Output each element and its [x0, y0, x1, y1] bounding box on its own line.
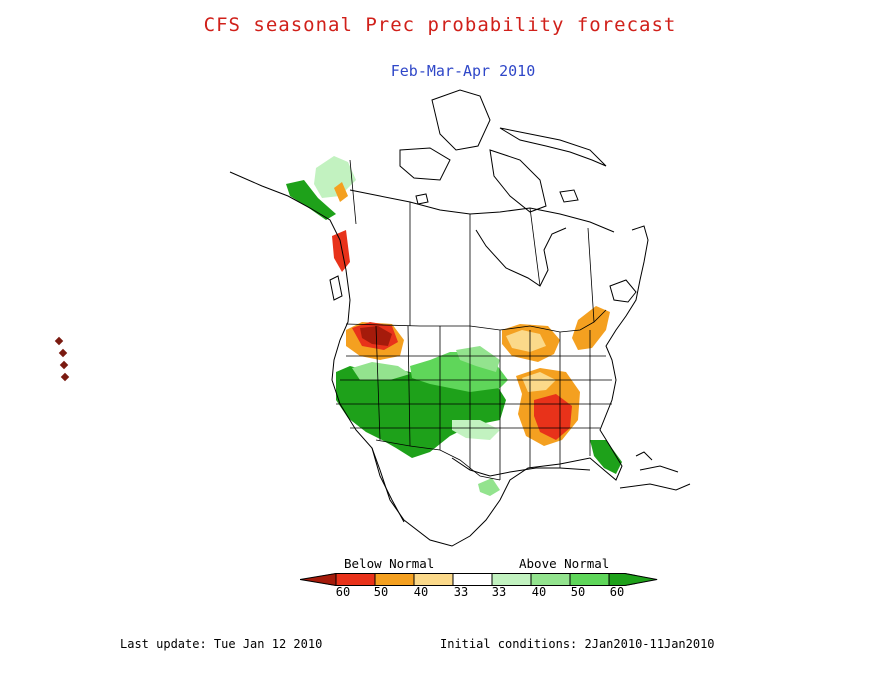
legend-dividers	[335, 573, 610, 586]
legend-swatch-below-40	[375, 573, 414, 586]
legend-above-label: Above Normal	[519, 556, 610, 571]
island-newfoundland	[609, 279, 637, 303]
island-cuba	[619, 483, 691, 491]
region-alaska-coast-green	[286, 180, 336, 220]
island-small-2	[559, 189, 579, 203]
coastline-baja	[371, 447, 405, 523]
hawaii-island-4	[60, 372, 70, 382]
coastline-arctic	[349, 189, 615, 233]
legend-swatch-below-33	[414, 573, 453, 586]
region-texas-light	[452, 420, 500, 440]
hawaii-island-3	[59, 360, 69, 370]
border-us-canada	[345, 309, 607, 333]
political-borders	[336, 159, 612, 481]
coastline-hudson-bay	[475, 227, 567, 287]
footer-last-update: Last update: Tue Jan 12 2010	[120, 637, 323, 651]
region-plains-light	[456, 346, 500, 372]
map-title: CFS seasonal Prec probability forecast	[203, 14, 677, 36]
hawaii-island-1	[54, 336, 64, 346]
region-florida-above	[590, 440, 622, 474]
legend-tick: 60	[609, 585, 625, 599]
hawaii-island-2	[58, 348, 68, 358]
region-sw-border-light	[352, 362, 410, 380]
region-alaska-panhandle-orange	[332, 230, 350, 272]
legend-tick: 40	[413, 585, 429, 599]
hawaii-islands	[54, 336, 70, 382]
legend-tick: 40	[531, 585, 547, 599]
legend-tick: 33	[453, 585, 469, 599]
canada-province-lines	[409, 202, 595, 326]
region-southeast-light	[522, 372, 556, 392]
forecast-regions	[286, 156, 622, 496]
region-alaska-green	[314, 156, 356, 198]
island-greenland	[499, 127, 607, 167]
legend-below-label: Below Normal	[344, 556, 435, 571]
island-vancouver	[329, 275, 343, 301]
legend-tick: 60	[335, 585, 351, 599]
region-southeast-red	[534, 394, 572, 440]
island-small-1	[415, 193, 429, 205]
legend-tick: 50	[373, 585, 389, 599]
region-gulf-light	[478, 478, 500, 496]
coastline-pacific	[229, 171, 649, 547]
legend-tick: 50	[570, 585, 586, 599]
legend-swatch-above-40	[531, 573, 570, 586]
island-ellesmere	[431, 89, 491, 151]
legend-swatch-neutral	[453, 573, 492, 586]
legend-swatch-above-50	[570, 573, 609, 586]
footer-initial-conditions: Initial conditions: 2Jan2010-11Jan2010	[440, 637, 715, 651]
map-subtitle: Feb-Mar-Apr 2010	[390, 62, 536, 80]
arctic-islands	[329, 89, 691, 491]
legend-color-bar	[300, 573, 658, 586]
border-us-mexico	[375, 439, 501, 481]
legend-tick: 33	[491, 585, 507, 599]
island-hispaniola	[639, 465, 679, 473]
border-alaska-canada	[349, 159, 357, 225]
legend-swatch-above-33	[492, 573, 531, 586]
legend-swatch-below-60-arrow	[300, 573, 336, 586]
region-alaska-orange-spot	[334, 182, 348, 202]
legend-tick-labels: 60 50 40 33 33 40 50 60	[0, 585, 880, 601]
coastline-gulf	[451, 457, 591, 477]
state-lines-horizontal	[336, 355, 612, 429]
state-lines-vertical	[375, 325, 591, 480]
island-victoria	[399, 147, 451, 181]
legend-swatch-above-60-arrow	[609, 573, 658, 586]
legend-swatch-below-50	[336, 573, 375, 586]
region-great-lakes-light	[506, 330, 546, 352]
region-northeast-orange	[572, 306, 610, 350]
island-baffin	[489, 149, 547, 213]
island-bahamas	[635, 451, 653, 461]
